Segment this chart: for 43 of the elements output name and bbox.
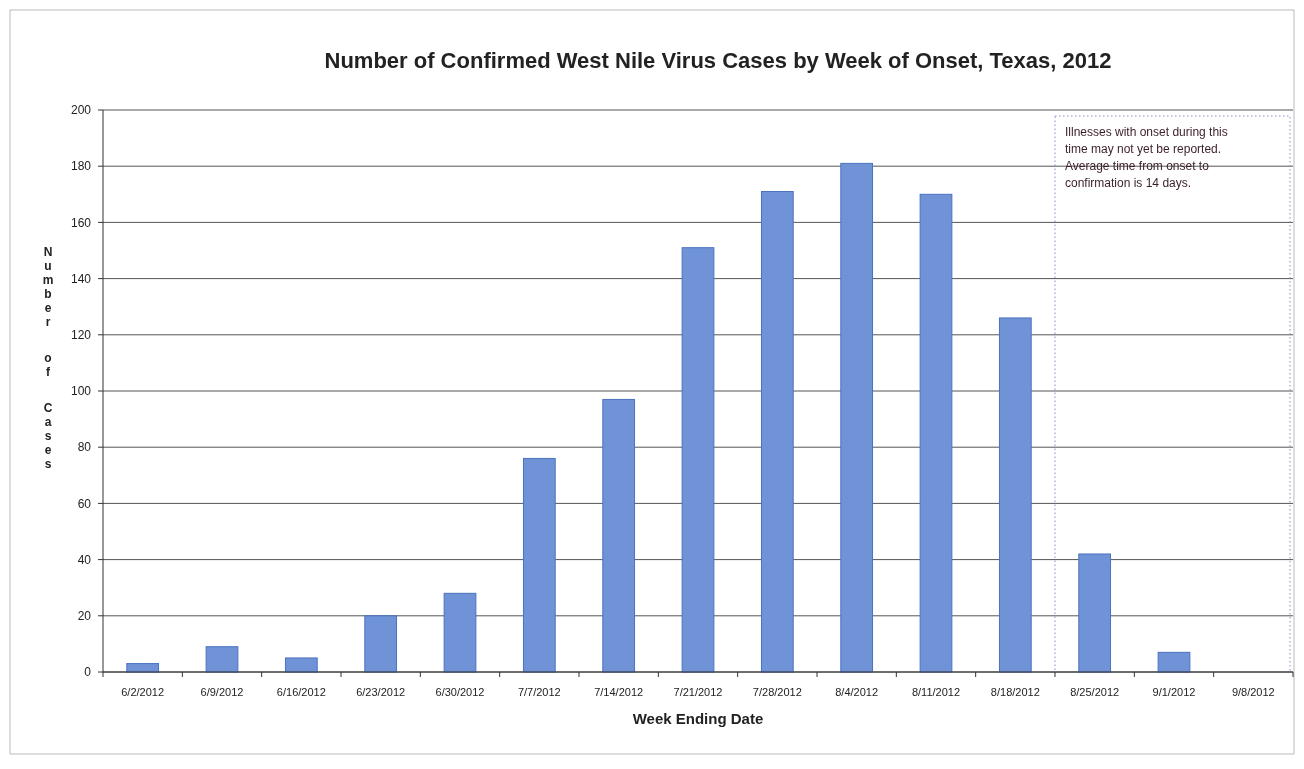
bar: [760, 190, 794, 673]
bar: [919, 193, 953, 673]
x-tick-label: 8/11/2012: [911, 686, 961, 698]
chart-title: Number of Confirmed West Nile Virus Cases by Week of Onset, Texas, 2012: [324, 48, 1112, 73]
bar: [602, 398, 636, 673]
x-axis-title: Week Ending Date: [632, 710, 764, 727]
bar: [840, 162, 874, 673]
x-tick-label: 7/7/2012: [517, 686, 561, 698]
x-tick-label: 8/25/2012: [1070, 686, 1120, 698]
x-tick-label: 6/9/2012: [200, 686, 244, 698]
y-tick-label: 160: [70, 215, 92, 230]
x-tick-label: 7/21/2012: [673, 686, 723, 698]
bar: [443, 592, 477, 673]
bar: [998, 317, 1032, 673]
x-tick-label: 6/23/2012: [356, 686, 406, 698]
y-tick-label: 40: [77, 552, 92, 567]
x-tick-label: 6/16/2012: [276, 686, 326, 698]
bar: [681, 247, 715, 673]
y-tick-label: 200: [70, 103, 92, 118]
y-tick-label: 140: [70, 271, 92, 286]
y-tick-label: 0: [84, 665, 92, 680]
x-tick-label: 9/8/2012: [1231, 686, 1275, 698]
bar: [284, 657, 318, 673]
y-tick-label: 120: [70, 328, 92, 342]
x-tick-label: 8/4/2012: [835, 686, 879, 698]
text: Number of Cases: [42, 245, 54, 471]
y-tick-label: 20: [77, 609, 92, 623]
bar: [364, 615, 398, 673]
x-tick-label: 6/2/2012: [121, 686, 165, 698]
bar: [522, 457, 556, 673]
x-tick-label: 8/18/2012: [990, 686, 1040, 698]
bar: [1157, 651, 1191, 673]
bar: [1078, 553, 1112, 673]
x-tick-label: 6/30/2012: [435, 686, 485, 698]
y-tick-label: 80: [77, 440, 92, 455]
annotation: Illnesses with onset during this time may not yet be reported. Average time from onset to confirmation is 14 days.: [1065, 125, 1228, 190]
x-tick-label: 9/1/2012: [1152, 686, 1196, 698]
y-tick-label: 60: [77, 496, 92, 511]
x-tick-label: 7/14/2012: [594, 686, 644, 698]
bar: [205, 646, 239, 673]
y-tick-label: 100: [70, 384, 92, 399]
x-tick-label: 7/28/2012: [752, 686, 802, 698]
y-tick-label: 180: [70, 159, 92, 174]
